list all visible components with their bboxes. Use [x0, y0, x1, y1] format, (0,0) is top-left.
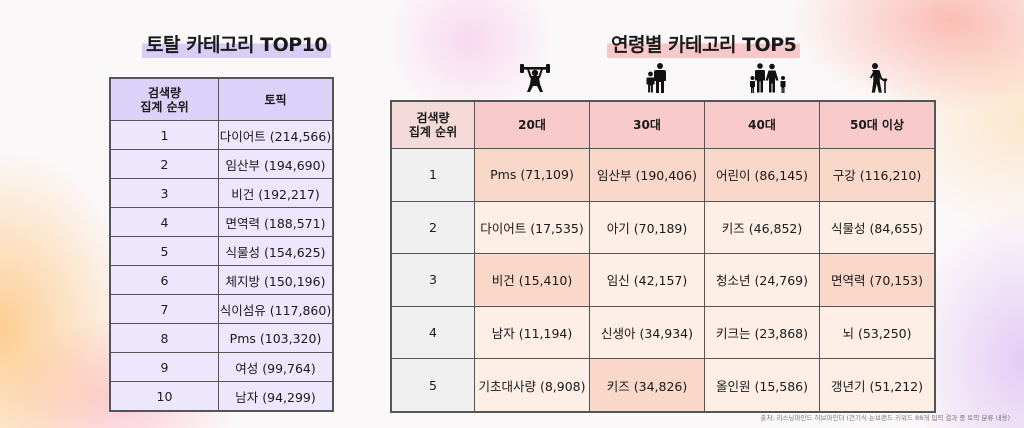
rank-cell: 3 — [391, 253, 475, 307]
rank-cell: 9 — [110, 352, 219, 382]
rank-cell: 5 — [110, 236, 219, 266]
rank-cell: 8 — [110, 323, 219, 353]
table-row: 5 식물성 (154,625) — [110, 236, 333, 266]
topic-cell: 키즈 (46,852) — [704, 200, 820, 255]
rank-cell: 1 — [110, 120, 219, 150]
table-row: 1 Pms (71,109) 임산부 (190,406) 어린이 (86,145… — [391, 148, 935, 202]
topic-cell: 올인원 (15,586) — [704, 358, 820, 412]
topic-cell: 식물성 (84,655) — [819, 200, 935, 255]
topic-cell: 아기 (70,189) — [589, 200, 705, 255]
table-row: 9 여성 (99,764) — [110, 352, 333, 382]
topic-cell: 신생아 (34,934) — [589, 305, 705, 360]
topic-cell: 갱년기 (51,212) — [819, 358, 935, 412]
topic-cell: 남자 (11,194) — [474, 305, 590, 360]
rank-cell: 2 — [110, 149, 219, 179]
topic-cell: 면역력 (70,153) — [819, 253, 935, 307]
rank-cell: 7 — [110, 294, 219, 324]
topic-cell: 비건 (15,410) — [474, 253, 590, 307]
table-row: 2 다이어트 (17,535) 아기 (70,189) 키즈 (46,852) … — [391, 200, 935, 255]
topic-cell: 다이어트 (17,535) — [474, 200, 590, 255]
rank-cell: 6 — [110, 265, 219, 295]
rank-cell: 2 — [391, 200, 475, 255]
rank-header: 검색량 집계 순위 — [110, 78, 219, 121]
table-row: 7 식이섬유 (117,860) — [110, 294, 333, 324]
source-footnote: 출처: 리스닝마인드 허브파인더 (건기식 논브랜드 키워드 88개 입력 결과… — [760, 414, 1010, 422]
rank-cell: 3 — [110, 178, 219, 208]
rank-cell: 4 — [391, 305, 475, 360]
topic-cell: 다이어트 (214,566) — [218, 120, 333, 150]
table-row: 4 면역력 (188,571) — [110, 207, 333, 237]
table-row: 4 남자 (11,194) 신생아 (34,934) 키크는 (23,868) … — [391, 305, 935, 360]
rank-cell: 4 — [110, 207, 219, 237]
age-category-table: 검색량 집계 순위 20대 30대 40대 50대 이상 1 Pms (71,10… — [391, 101, 935, 412]
age-category-title: 연령별 카테고리 TOP5 — [607, 30, 801, 58]
family-icon — [750, 63, 786, 93]
table-row: 8 Pms (103,320) — [110, 323, 333, 353]
table-row: 6 체지방 (150,196) — [110, 265, 333, 295]
elderly-icon — [869, 63, 888, 93]
topic-cell: 기초대사량 (8,908) — [474, 358, 590, 412]
topic-cell: 청소년 (24,769) — [704, 253, 820, 307]
topic-cell: 면역력 (188,571) — [218, 207, 333, 237]
age-header-40s: 40대 — [704, 101, 820, 149]
topic-cell: 임산부 (190,406) — [589, 148, 705, 202]
topic-cell: 어린이 (86,145) — [704, 148, 820, 202]
table-row: 3 비건 (192,217) — [110, 178, 333, 208]
age-header-20s: 20대 — [474, 101, 590, 149]
topic-cell: 키크는 (23,868) — [704, 305, 820, 360]
rank-cell: 1 — [391, 148, 475, 202]
table-row: 2 임산부 (194,690) — [110, 149, 333, 179]
topic-cell: 뇌 (53,250) — [819, 305, 935, 360]
rank-header: 검색량 집계 순위 — [391, 101, 475, 149]
table-row: 3 비건 (15,410) 임신 (42,157) 청소년 (24,769) 면… — [391, 253, 935, 307]
topic-cell: 임산부 (194,690) — [218, 149, 333, 179]
topic-cell: 체지방 (150,196) — [218, 265, 333, 295]
table-row: 5 기초대사량 (8,908) 키즈 (34,826) 올인원 (15,586)… — [391, 358, 935, 412]
topic-cell: 구강 (116,210) — [819, 148, 935, 202]
weightlifting-icon — [520, 64, 550, 92]
topic-cell: 키즈 (34,826) — [589, 358, 705, 412]
table-header-row: 검색량 집계 순위 토픽 — [110, 78, 333, 121]
topic-cell: 남자 (94,299) — [218, 381, 333, 411]
age-header-50s-plus: 50대 이상 — [819, 101, 935, 149]
total-category-table: 검색량 집계 순위 토픽 1 다이어트 (214,566) 2 임산부 (194,69… — [110, 78, 333, 411]
topic-cell: 임신 (42,157) — [589, 253, 705, 307]
topic-cell: 여성 (99,764) — [218, 352, 333, 382]
total-category-title: 토탈 카테고리 TOP10 — [142, 30, 332, 58]
table-row: 1 다이어트 (214,566) — [110, 120, 333, 150]
rank-cell: 10 — [110, 381, 219, 411]
parent-child-icon — [646, 63, 666, 93]
table-row: 10 남자 (94,299) — [110, 381, 333, 411]
topic-cell: Pms (71,109) — [474, 148, 590, 202]
topic-header: 토픽 — [218, 78, 333, 121]
topic-cell: 식이섬유 (117,860) — [218, 294, 333, 324]
topic-cell: 식물성 (154,625) — [218, 236, 333, 266]
topic-cell: 비건 (192,217) — [218, 178, 333, 208]
topic-cell: Pms (103,320) — [218, 323, 333, 353]
age-header-30s: 30대 — [589, 101, 705, 149]
rank-cell: 5 — [391, 358, 475, 412]
table-header-row: 검색량 집계 순위 20대 30대 40대 50대 이상 — [391, 101, 935, 149]
